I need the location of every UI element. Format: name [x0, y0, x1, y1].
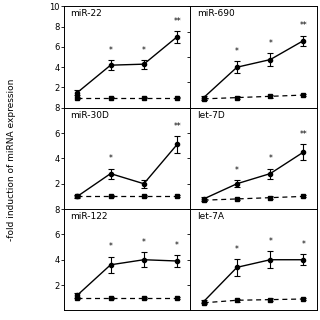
Text: *: * [268, 39, 272, 48]
Text: **: ** [300, 131, 308, 140]
Text: miR-22: miR-22 [70, 9, 102, 19]
Text: *: * [235, 47, 239, 56]
Text: *: * [268, 237, 272, 246]
Text: miR-30D: miR-30D [70, 111, 109, 120]
Text: **: ** [300, 21, 308, 30]
Text: *: * [108, 243, 113, 252]
Text: miR-690: miR-690 [197, 9, 235, 19]
Text: *: * [175, 241, 179, 250]
Text: let-7A: let-7A [197, 212, 224, 221]
Text: *: * [108, 46, 113, 55]
Text: *: * [268, 155, 272, 164]
Text: *: * [235, 245, 239, 254]
Text: miR-122: miR-122 [70, 212, 108, 221]
Text: let-7D: let-7D [197, 111, 224, 120]
Text: *: * [235, 166, 239, 175]
Text: -fold induction of miRNA expression: -fold induction of miRNA expression [7, 79, 16, 241]
Text: *: * [142, 45, 146, 54]
Text: *: * [142, 238, 146, 247]
Text: *: * [301, 240, 305, 249]
Text: *: * [108, 155, 113, 164]
Text: **: ** [173, 17, 181, 26]
Text: **: ** [173, 122, 181, 131]
